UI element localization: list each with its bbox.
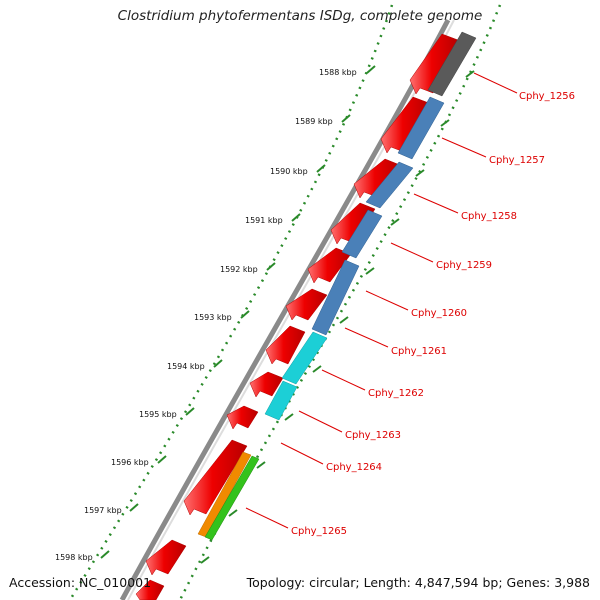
callout-line	[473, 72, 518, 94]
kbp-label: 1594 kbp	[167, 362, 205, 371]
inner-dotted-line	[68, 4, 394, 600]
kbp-tick	[291, 213, 301, 222]
kbp-label: 1591 kbp	[245, 216, 283, 225]
topology-text: Topology: circular; Length: 4,847,594 bp…	[246, 575, 590, 590]
callout-line	[298, 410, 343, 433]
callout-line	[344, 327, 389, 348]
kbp-tick	[341, 114, 351, 123]
blue-block	[341, 209, 383, 259]
forward-cds	[226, 405, 259, 430]
cyan-block	[264, 380, 298, 421]
gene-label-cphy-1257: Cphy_1257	[489, 155, 545, 166]
map-title: Clostridium phytofermentans ISDg, comple…	[117, 8, 483, 24]
gene-label-cphy-1258: Cphy_1258	[461, 211, 517, 222]
callout-line	[280, 442, 324, 465]
gene-label-cphy-1264: Cphy_1264	[326, 462, 382, 473]
annotation-bars	[197, 31, 477, 541]
forward-cds	[183, 439, 248, 516]
kbp-tick	[316, 164, 326, 173]
callout-line	[413, 193, 459, 214]
forward-cds	[330, 202, 376, 245]
kbp-tick	[240, 310, 250, 319]
kbp-label: 1596 kbp	[111, 458, 149, 467]
forward-cds	[145, 539, 187, 576]
kbp-label: 1597 kbp	[84, 506, 122, 515]
blue-block	[311, 259, 360, 336]
gene-label-cphy-1260: Cphy_1260	[411, 308, 467, 319]
callout-line	[390, 242, 434, 263]
accession-text: Accession: NC_010001	[9, 575, 152, 590]
gene-label-cphy-1259: Cphy_1259	[436, 260, 492, 271]
kbp-label: 1590 kbp	[270, 167, 308, 176]
green-bar	[204, 455, 260, 541]
callout-line	[321, 369, 366, 391]
gray-block	[427, 31, 477, 97]
callout-line	[365, 290, 409, 311]
kbp-label: 1593 kbp	[194, 313, 232, 322]
kbp-tick	[266, 262, 276, 271]
kbp-label: 1592 kbp	[220, 265, 258, 274]
blue-block	[397, 96, 445, 160]
kbp-label: 1598 kbp	[55, 553, 93, 562]
forward-cds	[285, 288, 328, 321]
kbp-tick	[185, 407, 195, 416]
gene-label-cphy-1265: Cphy_1265	[291, 526, 347, 537]
kbp-tick	[100, 550, 110, 559]
forward-cds	[135, 579, 165, 600]
blue-block	[365, 161, 414, 209]
backbone-arc	[119, 18, 451, 600]
gene-label-cphy-1263: Cphy_1263	[345, 430, 401, 441]
cyan-block	[281, 331, 328, 385]
gene-label-cphy-1256: Cphy_1256	[519, 91, 575, 102]
kbp-tick	[213, 359, 223, 368]
kbp-tick	[129, 503, 139, 512]
kbp-tick	[366, 65, 376, 74]
kbp-scale: 1588 kbp 1589 kbp 1590 kbp 1591 kbp 1592…	[55, 65, 376, 562]
kbp-tick	[157, 455, 167, 464]
outer-ticks	[200, 70, 475, 564]
forward-cds	[265, 325, 306, 365]
kbp-label: 1588 kbp	[319, 68, 357, 77]
gene-label-cphy-1261: Cphy_1261	[391, 346, 447, 357]
callout-line	[245, 507, 289, 529]
kbp-label: 1589 kbp	[295, 117, 333, 126]
kbp-label: 1595 kbp	[139, 410, 177, 419]
gene-callouts: Cphy_1256 Cphy_1257 Cphy_1258 Cphy_1259 …	[245, 72, 575, 537]
callout-line	[441, 137, 487, 158]
gene-label-cphy-1262: Cphy_1262	[368, 388, 424, 399]
